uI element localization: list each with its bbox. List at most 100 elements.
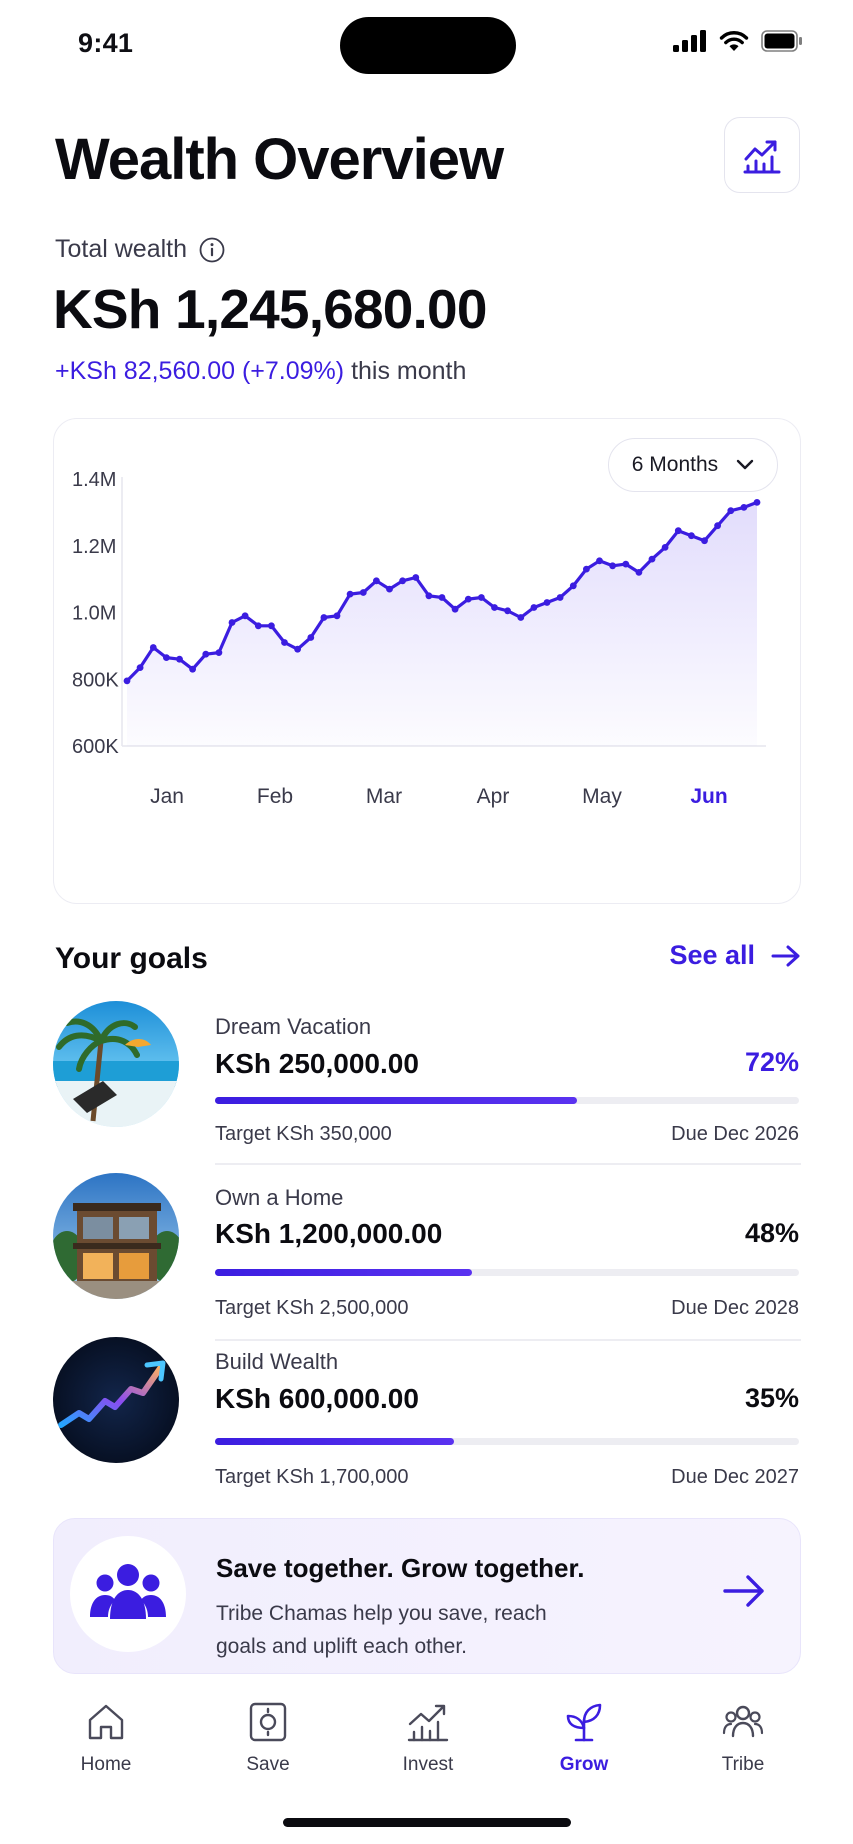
data-point [556,594,564,601]
goal-amount: KSh 250,000.00 [215,1048,419,1079]
range-select-label: 6 Months [631,453,719,476]
data-point [307,634,315,641]
data-point [517,614,525,621]
tab-invest[interactable]: Invest [368,1700,488,1776]
monthly-change: +KSh 82,560.00 (+7.09%) this month [55,357,466,386]
goal-due-date: Due Dec 2028 [671,1297,799,1319]
monthly-change-value: +KSh 82,560.00 (+7.09%) [55,357,345,385]
data-point [648,555,656,563]
battery-icon [761,30,802,52]
x-tick-label: Mar [366,785,402,808]
data-point [661,544,669,551]
series-area [127,502,757,746]
data-point [609,562,616,570]
goal-name: Dream Vacation [215,1014,372,1039]
wealth-chart: 1.4M 1.2M 1.0M 800K 600K Jan Feb Mar Apr May Jun [72,469,766,808]
data-point [622,560,630,568]
goal-image-home [53,1173,179,1299]
data-point [241,612,249,620]
data-point [228,619,236,626]
data-point [596,557,603,565]
goal-item-dream-vacation[interactable]: Dream Vacation KSh 250,000.00 72% Target… [53,1001,801,1171]
data-point [688,532,695,540]
info-icon[interactable] [199,237,225,263]
data-point [268,622,275,630]
goal-amount: KSh 1,200,000.00 [215,1218,443,1249]
goal-target: Target KSh 1,700,000 [215,1466,409,1488]
status-icons [673,30,803,52]
x-tick-label: Jan [150,785,184,808]
home-indicator [283,1818,571,1827]
home-icon [88,1704,124,1740]
status-bar: 9:41 [0,0,853,90]
goal-progress-track [215,1438,799,1445]
arrow-right-icon [723,1575,764,1607]
promo-title: Save together. Grow together. [216,1553,585,1583]
y-tick-label: 800K [72,669,119,691]
data-point [294,645,301,653]
data-point [635,569,643,576]
goal-percent: 72% [744,1047,799,1077]
data-point [569,582,577,590]
goal-item-build-wealth[interactable]: Build Wealth KSh 600,000.00 35% Target K… [53,1337,801,1497]
see-all-link[interactable]: See all [669,940,801,971]
status-time: 9:41 [78,28,134,58]
data-point [727,507,735,515]
data-point [320,614,328,621]
data-point [189,665,197,673]
x-tick-label: May [582,785,622,808]
y-tick-label: 1.2M [72,536,116,558]
data-point [399,577,406,585]
data-point [504,607,511,615]
tab-label: Invest [402,1754,454,1775]
data-point [386,585,393,593]
data-point [123,677,131,685]
range-select[interactable]: 6 Months [608,438,778,492]
goal-amount: KSh 600,000.00 [215,1383,419,1414]
data-point [333,612,341,620]
data-point [714,522,721,530]
goal-target: Target KSh 350,000 [215,1123,392,1145]
arrow-right-icon [771,945,800,966]
cellular-signal-icon [673,30,706,52]
goal-due-date: Due Dec 2027 [671,1466,799,1488]
data-point [163,654,170,661]
goal-target: Target KSh 2,500,000 [215,1297,409,1319]
tab-label: Grow [559,1754,609,1775]
data-point [149,644,157,651]
tab-bar: Home Save Invest Grow [0,1700,853,1810]
goal-due-date: Due Dec 2026 [671,1123,799,1145]
data-point [346,590,354,598]
tab-label: Tribe [721,1754,765,1775]
goal-progress-fill [215,1438,455,1445]
chart-view-button[interactable] [724,117,800,193]
goal-image-wealth [53,1337,179,1463]
x-tick-label: Apr [477,785,510,808]
tab-grow[interactable]: Grow [524,1700,644,1776]
monthly-change-suffix: this month [351,357,467,385]
tab-label: Home [80,1754,132,1775]
goal-divider [215,1339,801,1341]
tribe-chamas-banner[interactable]: Save together. Grow together. Tribe Cham… [53,1518,801,1674]
data-point [451,605,459,613]
promo-text: Tribe Chamas help you save, reach goals … [216,1602,547,1658]
data-point [373,577,380,585]
tab-save[interactable]: Save [208,1700,328,1776]
data-point [136,664,144,671]
goal-divider [215,1163,801,1165]
data-point [412,574,420,581]
total-wealth-label: Total wealth [55,235,188,263]
group-people-icon [90,1564,166,1619]
dynamic-island [340,17,516,74]
y-tick-label: 1.0M [72,603,116,625]
goal-progress-fill [215,1097,578,1104]
tab-home[interactable]: Home [46,1700,166,1776]
goal-item-own-a-home[interactable]: Own a Home KSh 1,200,000.00 48% Target K… [53,1173,801,1341]
goal-image-vacation [53,1001,179,1127]
tab-tribe[interactable]: Tribe [683,1700,803,1776]
data-point [583,565,590,573]
x-tick-label: Jun [690,785,727,808]
wealth-chart-card: 1.4M 1.2M 1.0M 800K 600K Jan Feb Mar Apr May Jun 6… [53,418,801,904]
data-point [215,649,223,656]
total-wealth-value: KSh 1,245,680.00 [53,278,487,340]
